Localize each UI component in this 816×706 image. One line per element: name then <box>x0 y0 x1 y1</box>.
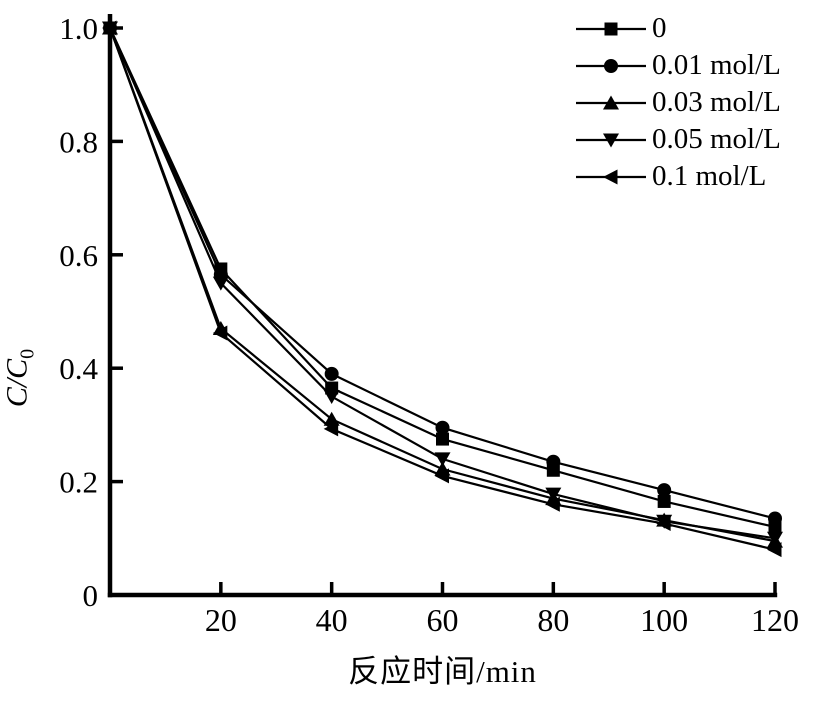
circle-marker-icon <box>324 366 339 381</box>
triangle-down-marker-icon <box>212 276 229 291</box>
y-tick-label: 0.6 <box>59 238 98 273</box>
triangle-down-marker-icon <box>323 390 340 405</box>
x-tick-label: 40 <box>316 602 348 638</box>
x-tick-label: 60 <box>427 602 459 638</box>
legend-key-icon <box>576 133 646 147</box>
legend-key-icon <box>576 58 646 73</box>
legend: 0 0.01 mol/L 0.03 mol/L 0.05 mol/L 0.1 mol/L <box>576 10 781 195</box>
x-tick-label: 120 <box>751 602 799 638</box>
legend-label: 0.05 mol/L <box>652 123 781 155</box>
legend-item-3: 0.05 mol/L <box>576 121 781 158</box>
legend-item-4: 0.1 mol/L <box>576 158 781 195</box>
triangle-left-marker-icon <box>434 468 449 484</box>
square-marker-icon <box>604 22 618 35</box>
y-tick-label: 0.8 <box>59 124 98 159</box>
legend-label: 0.01 mol/L <box>652 49 781 81</box>
legend-label: 0.03 mol/L <box>652 86 781 118</box>
triangle-left-marker-icon <box>656 516 671 532</box>
y-tick-label: 0.4 <box>59 351 98 386</box>
triangle-left-marker-icon <box>603 169 618 184</box>
circle-marker-icon <box>546 454 561 469</box>
circle-marker-icon <box>768 511 782 526</box>
legend-item-0: 0 <box>576 10 781 47</box>
triangle-left-marker-icon <box>102 20 117 36</box>
y-axis-label-subscript: 0 <box>16 348 39 359</box>
legend-item-2: 0.03 mol/L <box>576 84 781 121</box>
triangle-left-marker-icon <box>545 496 560 512</box>
legend-item-1: 0.01 mol/L <box>576 47 781 84</box>
circle-marker-icon <box>604 58 618 73</box>
legend-label: 0.1 mol/L <box>652 160 767 192</box>
circle-marker-icon <box>435 420 450 435</box>
triangle-left-marker-icon <box>767 542 782 558</box>
triangle-down-marker-icon <box>434 452 451 467</box>
triangle-up-marker-icon <box>323 411 340 426</box>
triangle-down-marker-icon <box>603 133 619 147</box>
legend-key-icon <box>576 95 646 109</box>
legend-key-icon <box>576 169 646 184</box>
triangle-up-marker-icon <box>603 95 619 109</box>
triangle-left-marker-icon <box>212 325 228 341</box>
legend-label: 0 <box>652 12 667 44</box>
triangle-down-marker-icon <box>545 487 562 502</box>
y-axis-label-text: C/C <box>0 358 34 408</box>
x-axis-label: 反应时间/min <box>348 654 537 689</box>
y-tick-label: 0.2 <box>59 465 98 500</box>
triangle-down-marker-icon <box>767 531 783 546</box>
square-marker-icon <box>436 432 449 446</box>
square-marker-icon <box>657 494 671 508</box>
y-axis-label: C/C0 <box>1 349 40 407</box>
y-tick-label: 0 <box>83 578 99 613</box>
circle-marker-icon <box>657 483 672 498</box>
x-tick-label: 80 <box>537 602 569 638</box>
y-tick-label: 1.0 <box>59 11 98 46</box>
legend-key-icon <box>576 22 646 35</box>
x-tick-label: 20 <box>205 602 237 638</box>
triangle-left-marker-icon <box>323 421 339 437</box>
x-tick-label: 100 <box>640 602 688 638</box>
